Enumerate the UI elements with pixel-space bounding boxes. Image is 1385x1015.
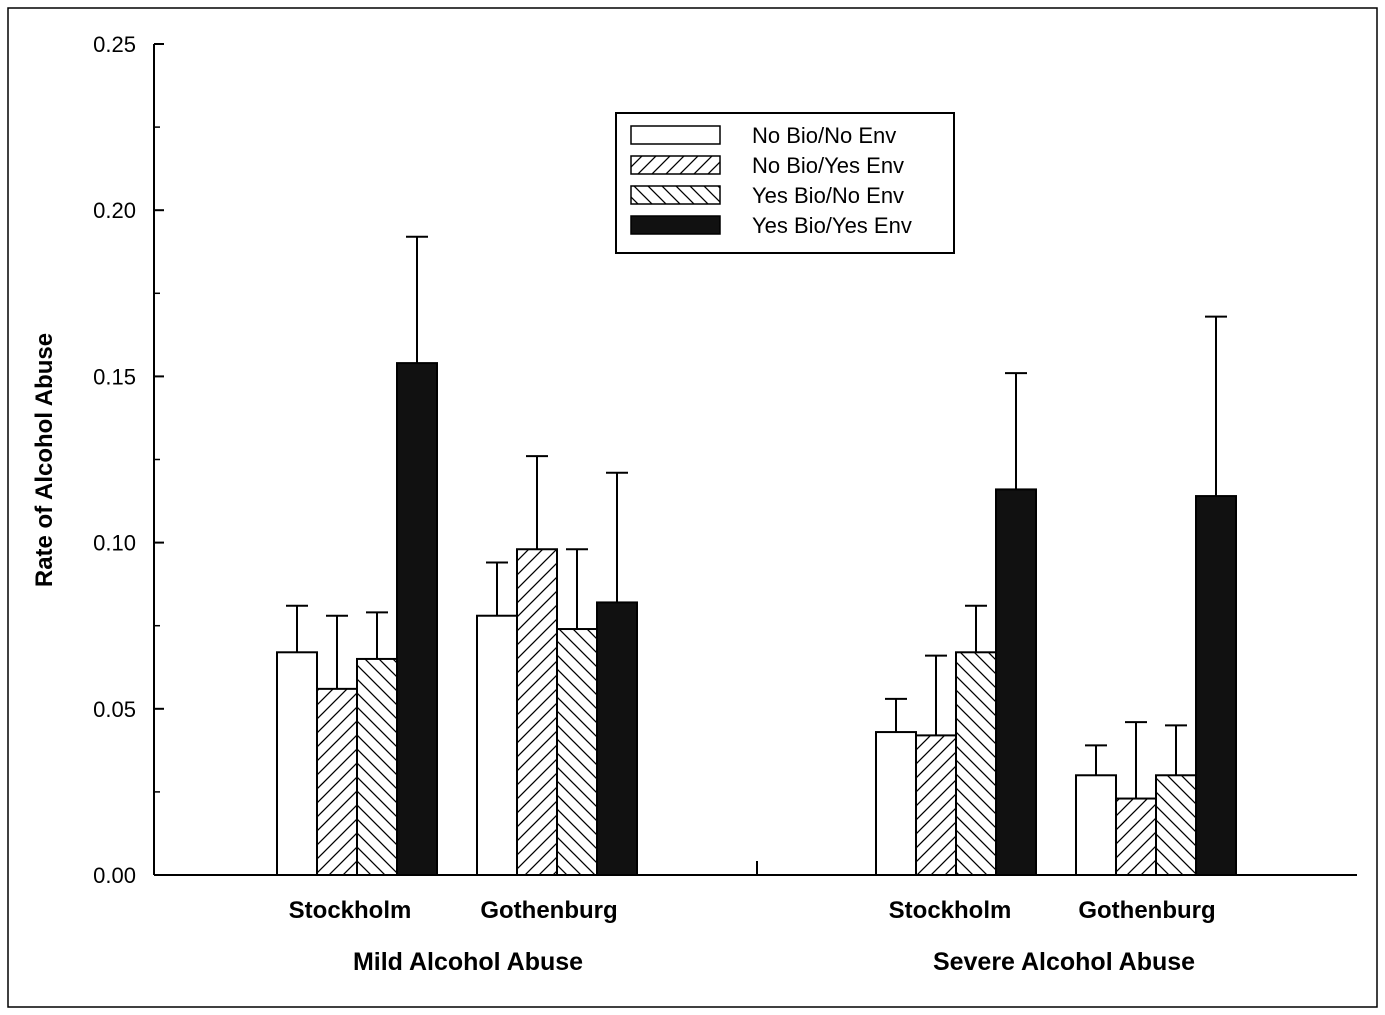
y-tick-label: 0.25 <box>93 32 136 57</box>
legend-label: Yes Bio/No Env <box>752 183 904 208</box>
legend-label: No Bio/Yes Env <box>752 153 904 178</box>
y-tick-label: 0.15 <box>93 364 136 389</box>
bar <box>915 734 957 877</box>
bar <box>276 651 318 876</box>
bar <box>556 628 598 876</box>
x-category-label: Stockholm <box>889 897 1012 924</box>
bar <box>955 651 997 876</box>
y-axis-label: Rate of Alcohol Abuse <box>31 333 58 587</box>
bar <box>1195 495 1237 876</box>
y-tick-label: 0.10 <box>93 531 136 556</box>
legend-label: Yes Bio/Yes Env <box>752 213 912 238</box>
bar <box>1155 774 1197 877</box>
outer-border <box>7 7 1378 1008</box>
bar <box>1115 797 1157 876</box>
y-tick-label: 0.05 <box>93 697 136 722</box>
y-tick-label: 0.20 <box>93 198 136 223</box>
x-group-label: Mild Alcohol Abuse <box>353 948 583 976</box>
bar <box>1075 774 1117 877</box>
legend-swatch <box>630 155 721 175</box>
bar <box>316 687 358 877</box>
bar <box>995 488 1037 876</box>
x-category-label: Gothenburg <box>1078 897 1215 924</box>
bar <box>356 657 398 876</box>
x-category-label: Gothenburg <box>480 897 617 924</box>
y-tick-label: 0.00 <box>93 863 136 888</box>
bar <box>476 614 518 877</box>
legend-swatch <box>630 125 721 145</box>
bar <box>516 548 558 876</box>
legend-label: No Bio/No Env <box>752 123 896 148</box>
bar <box>596 601 638 876</box>
bar <box>396 362 438 876</box>
legend-swatch <box>630 215 721 235</box>
x-category-label: Stockholm <box>289 897 412 924</box>
x-group-label: Severe Alcohol Abuse <box>933 948 1195 976</box>
bar <box>875 731 917 876</box>
legend-swatch <box>630 185 721 205</box>
